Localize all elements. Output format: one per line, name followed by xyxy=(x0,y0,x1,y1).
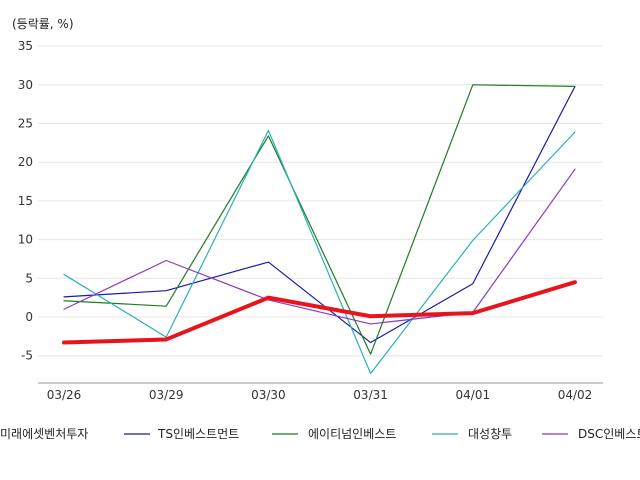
x-tick-label: 03/26 xyxy=(47,388,82,402)
y-tick-label: 20 xyxy=(18,155,33,169)
y-tick-label: 10 xyxy=(18,233,33,247)
x-tick-label: 04/01 xyxy=(456,388,491,402)
y-tick-label: 15 xyxy=(18,194,33,208)
series-line-3 xyxy=(63,84,576,355)
legend-label: 에이티넘인베스트 xyxy=(308,427,396,441)
gridlines xyxy=(38,45,603,357)
y-tick-label: 5 xyxy=(25,271,33,285)
legend: 미래에셋벤처투자 TS인베스트먼트 에이티넘인베스트 대성창투 DSC인베스트먼트 xyxy=(0,427,640,441)
x-tick-label: 03/29 xyxy=(149,388,184,402)
legend-label: TS인베스트먼트 xyxy=(157,427,239,441)
y-tick-label: 35 xyxy=(18,39,33,53)
x-tick-label: 04/02 xyxy=(558,388,593,402)
y-unit-label: (등락률, %) xyxy=(12,17,74,31)
y-axis-ticks: -5 0 5 10 15 20 25 30 35 xyxy=(18,39,33,363)
series-line-1 xyxy=(62,280,577,345)
y-tick-label: 0 xyxy=(25,310,33,324)
legend-label: 미래에셋벤처투자 xyxy=(0,427,88,441)
legend-label: DSC인베스트먼트 xyxy=(578,427,640,441)
series-line-4 xyxy=(63,129,576,375)
x-tick-label: 03/31 xyxy=(353,388,388,402)
y-tick-label: -5 xyxy=(21,349,33,363)
x-axis-ticks: 03/26 03/29 03/30 03/31 04/01 04/02 xyxy=(47,388,593,402)
legend-label: 대성창투 xyxy=(468,427,512,441)
series-line-5 xyxy=(63,168,576,325)
x-tick-label: 03/30 xyxy=(251,388,286,402)
series-lines xyxy=(62,84,577,375)
series-line-2 xyxy=(63,85,576,344)
y-tick-label: 30 xyxy=(18,78,33,92)
y-tick-label: 25 xyxy=(18,117,33,131)
